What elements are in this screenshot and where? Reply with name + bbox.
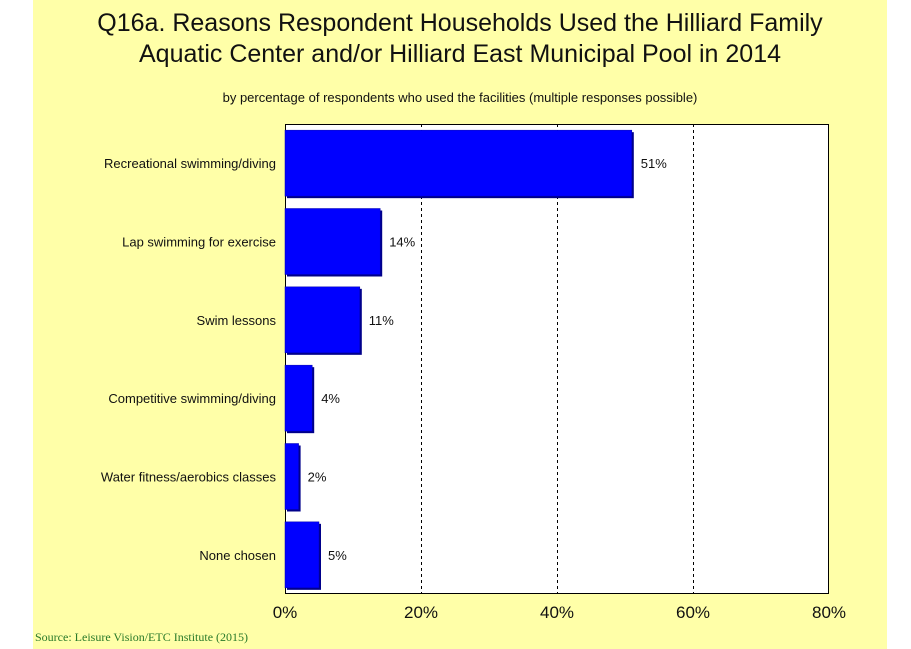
category-label: None chosen xyxy=(199,548,276,563)
data-label: 11% xyxy=(369,313,394,328)
bar xyxy=(284,129,633,197)
bar xyxy=(284,443,299,510)
source-note: Source: Leisure Vision/ETC Institute (20… xyxy=(35,630,249,644)
category-label: Competitive swimming/diving xyxy=(108,391,276,406)
data-label: 51% xyxy=(641,156,667,171)
data-label: 14% xyxy=(389,235,415,250)
chart-subtitle: by percentage of respondents who used th… xyxy=(222,90,698,105)
bar xyxy=(284,521,320,589)
x-tick-label: 20% xyxy=(404,603,438,622)
category-label: Water fitness/aerobics classes xyxy=(101,470,277,485)
category-label: Swim lessons xyxy=(197,313,277,328)
x-tick-label: 60% xyxy=(676,603,710,622)
bar xyxy=(284,286,361,354)
x-tick-label: 80% xyxy=(812,603,846,622)
chart-title-line-1: Q16a. Reasons Respondent Households Used… xyxy=(97,9,823,37)
data-label: 4% xyxy=(321,391,340,406)
category-label: Lap swimming for exercise xyxy=(122,235,276,250)
chart-title-line-2: Aquatic Center and/or Hilliard East Muni… xyxy=(138,40,782,68)
data-label: 2% xyxy=(308,470,327,485)
data-label: 5% xyxy=(328,548,347,563)
x-tick-label: 0% xyxy=(273,603,298,622)
bar xyxy=(284,208,381,275)
x-tick-label: 40% xyxy=(540,603,574,622)
category-label: Recreational swimming/diving xyxy=(104,156,276,171)
bar xyxy=(284,364,313,432)
chart-title: Q16a. Reasons Respondent Households Used… xyxy=(33,8,887,70)
